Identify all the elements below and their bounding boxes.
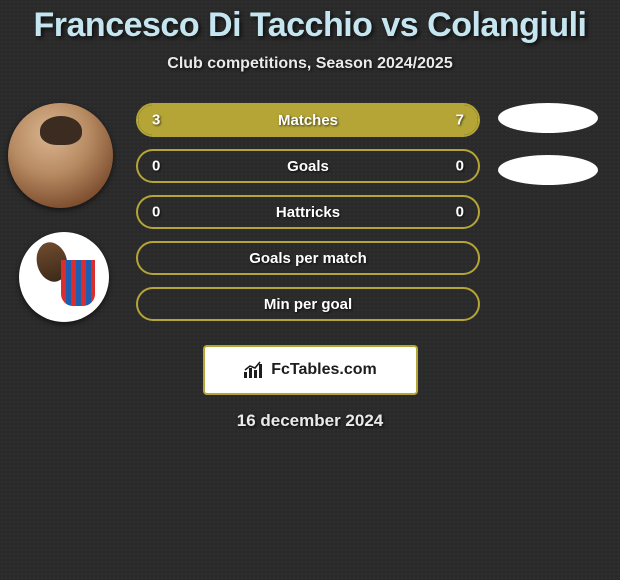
comparison-panel: 3 7 Matches 0 0 Goals 0 0 Hattricks Goals per mat… bbox=[0, 103, 620, 333]
stat-label: Hattricks bbox=[276, 204, 340, 221]
player-photo-left bbox=[8, 103, 113, 208]
brand-box[interactable]: FcTables.com bbox=[203, 345, 418, 395]
date-line: 16 december 2024 bbox=[0, 411, 620, 431]
subtitle: Club competitions, Season 2024/2025 bbox=[0, 55, 620, 73]
club-badge-left bbox=[19, 232, 109, 322]
stat-value-right: 0 bbox=[456, 158, 464, 175]
right-player-column bbox=[492, 103, 604, 185]
chart-icon bbox=[243, 361, 265, 379]
page-title: Francesco Di Tacchio vs Colangiuli bbox=[0, 0, 620, 45]
stat-bar: Goals per match bbox=[136, 241, 480, 275]
stat-value-left: 3 bbox=[152, 112, 160, 129]
stat-label: Goals bbox=[287, 158, 329, 175]
stat-value-right: 0 bbox=[456, 204, 464, 221]
stat-value-left: 0 bbox=[152, 158, 160, 175]
club-badge-placeholder-right bbox=[498, 155, 598, 185]
stat-bar: 3 7 Matches bbox=[136, 103, 480, 137]
stat-value-left: 0 bbox=[152, 204, 160, 221]
stat-bar: Min per goal bbox=[136, 287, 480, 321]
stat-fill-right bbox=[240, 105, 478, 135]
left-player-column bbox=[8, 103, 120, 322]
stat-bar: 0 0 Hattricks bbox=[136, 195, 480, 229]
stat-label: Goals per match bbox=[249, 250, 367, 267]
stat-value-right: 7 bbox=[456, 112, 464, 129]
stat-bars: 3 7 Matches 0 0 Goals 0 0 Hattricks Goals per mat… bbox=[136, 103, 480, 333]
player-photo-placeholder-right bbox=[498, 103, 598, 133]
stat-label: Matches bbox=[278, 112, 338, 129]
stat-label: Min per goal bbox=[264, 296, 352, 313]
stat-bar: 0 0 Goals bbox=[136, 149, 480, 183]
brand-text: FcTables.com bbox=[271, 361, 377, 379]
